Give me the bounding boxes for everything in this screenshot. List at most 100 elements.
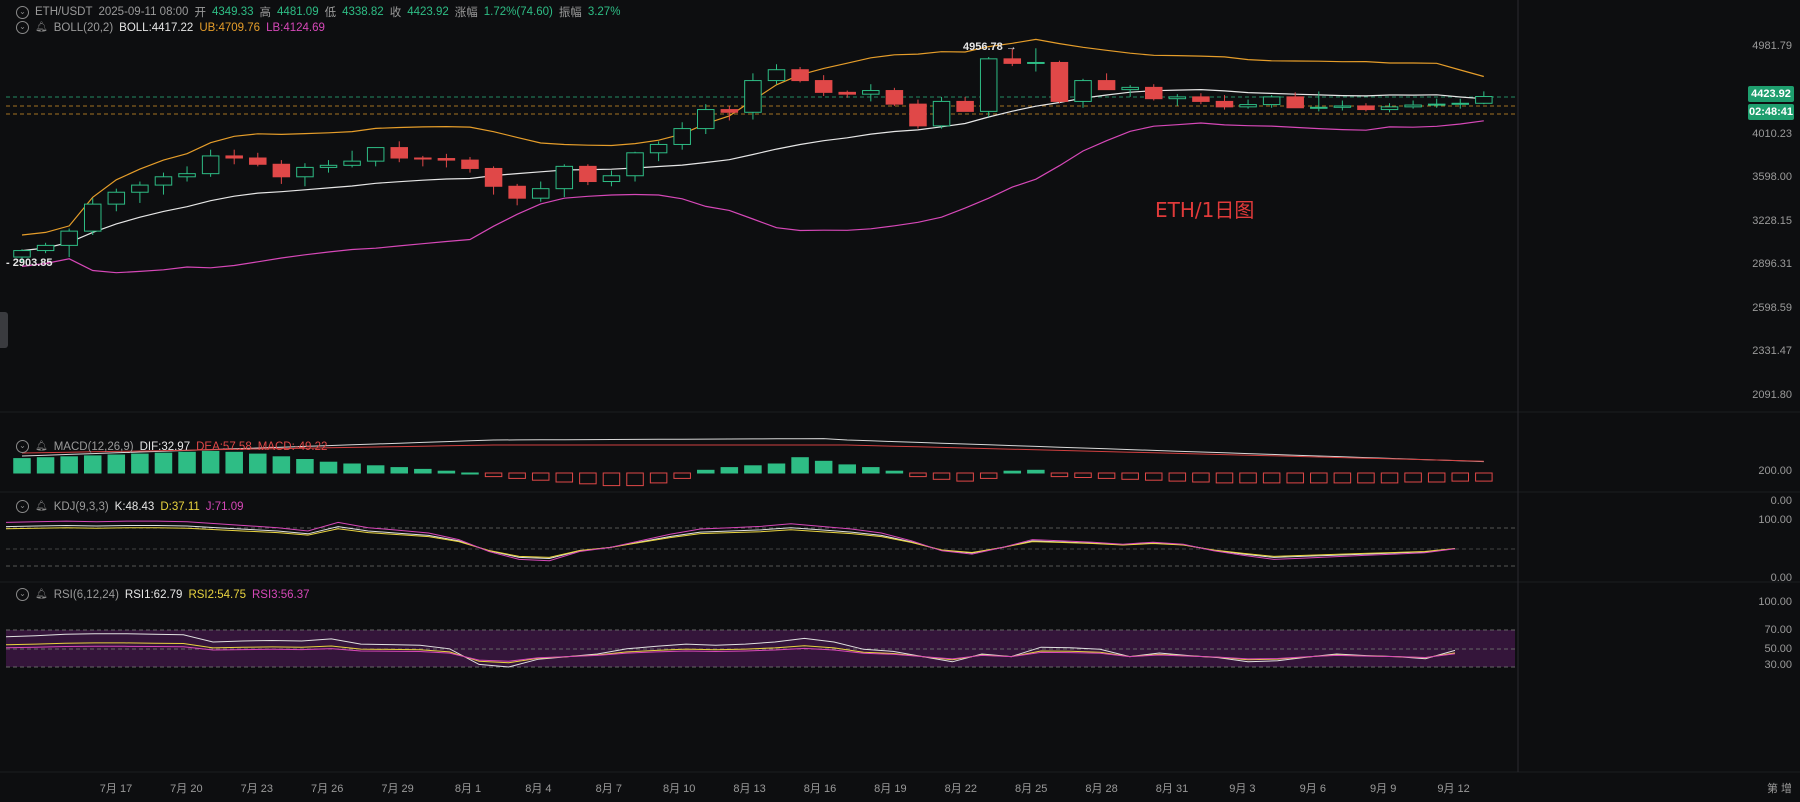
amp-label: 振幅: [558, 7, 582, 19]
date-tick-label: 7月 29: [381, 783, 414, 795]
candle-body: [720, 109, 739, 113]
price-tick-label: 3228.15: [1752, 215, 1792, 227]
close-label: 收: [389, 7, 402, 19]
macd-bar: [814, 460, 833, 474]
bell-icon[interactable]: 🔔︎: [35, 22, 48, 33]
low-value: 4338.82: [342, 6, 384, 18]
macd-bar: [508, 472, 526, 479]
date-tick-label: 7月 23: [240, 783, 274, 795]
date-tick-label: 8月 13: [733, 783, 766, 795]
panel-resize-handle[interactable]: [0, 312, 8, 348]
candle-body: [36, 244, 55, 252]
macd-value: MACD:-49.22: [257, 440, 328, 453]
bell-icon[interactable]: 🔔︎: [35, 441, 48, 452]
date-tick-label: 8月 4: [525, 783, 552, 795]
candle-body: [1168, 96, 1187, 100]
price-tick-label: 4981.79: [1752, 40, 1792, 52]
candle-body: [201, 155, 220, 175]
date-tick-label: 9月 3: [1229, 783, 1256, 795]
boll-ub: UB:4709.76: [199, 21, 261, 34]
rsi-axis-label: 50.00: [1764, 643, 1792, 655]
macd-dea: DEA:57.58: [196, 440, 252, 453]
macd-bar: [838, 464, 856, 474]
macd-bar: [649, 472, 668, 484]
chevron-down-icon[interactable]: ⌄: [16, 440, 29, 453]
candle-body: [814, 80, 833, 93]
candle-body: [555, 165, 574, 190]
date-tick-label: 8月 19: [874, 783, 907, 795]
macd-bar: [1121, 472, 1139, 480]
macd-bar: [414, 468, 432, 474]
macd-bar: [1027, 469, 1045, 474]
macd-bar: [201, 450, 220, 474]
grid-layer: [0, 0, 1800, 773]
chevron-down-icon[interactable]: ⌄: [16, 5, 29, 19]
macd-bar: [1475, 472, 1493, 482]
candle-body: [83, 203, 102, 232]
macd-bar: [791, 457, 809, 474]
macd-bar: [1286, 472, 1304, 484]
rsi-panel: [5, 629, 1515, 668]
candle-body: [437, 158, 456, 161]
macd-bar: [1074, 472, 1092, 478]
date-tick-label: 7月 17: [99, 783, 133, 795]
macd-bar: [343, 463, 361, 474]
kdj-name: KDJ(9,3,3): [53, 500, 109, 513]
date-tick-label: 9月 9: [1370, 783, 1397, 795]
boll-name: BOLL(20,2): [53, 21, 114, 34]
candle-body: [649, 143, 668, 154]
macd-bar: [484, 472, 503, 478]
chevron-down-icon[interactable]: ⌄: [16, 500, 29, 513]
macd-bar: [531, 472, 550, 481]
macd-bar: [13, 458, 31, 474]
macd-dif: DIF:32.97: [139, 440, 191, 453]
change-value: 1.72%(74.60): [483, 6, 553, 18]
macd-dif-line: [21, 438, 1484, 463]
boll-lower-line: [21, 120, 1484, 274]
macd-bar: [1310, 472, 1328, 484]
macd-bar: [602, 472, 621, 487]
bell-icon[interactable]: 🔔︎: [35, 501, 48, 512]
macd-legend: ⌄ 🔔︎ MACD(12,26,9) DIF:32.97 DEA:57.58 M…: [16, 440, 327, 453]
macd-bar: [1262, 472, 1281, 484]
date-tick-label: 8月 25: [1014, 783, 1048, 795]
current-price-badge: 4423.92: [1748, 86, 1794, 102]
candle-body: [956, 100, 974, 112]
macd-bar: [296, 459, 314, 474]
candle-body: [1333, 105, 1352, 108]
chart-annotation: ETH/1日图: [1155, 198, 1255, 222]
kdj-k: K:48.43: [114, 500, 155, 513]
date-tick-label: 8月 22: [944, 783, 978, 795]
macd-bar: [1144, 472, 1163, 481]
macd-bar: [932, 472, 951, 480]
chevron-down-icon[interactable]: ⌄: [16, 21, 29, 34]
candle-body: [508, 185, 526, 199]
macd-bar: [744, 465, 762, 474]
price-tick-label: 2896.31: [1752, 258, 1792, 270]
price-tick-label: 2598.59: [1752, 302, 1792, 314]
candle-body: [1357, 105, 1375, 111]
candle-body: [1310, 106, 1328, 109]
date-tick-label: 8月 1: [454, 783, 482, 795]
bell-icon[interactable]: 🔔︎: [35, 589, 48, 600]
low-marker: - 2903.85: [6, 257, 53, 269]
date-tick-label: 8月 31: [1155, 783, 1189, 795]
kdj-axis-label: 100.00: [1758, 514, 1792, 526]
macd-dea-line: [21, 444, 1484, 462]
high-marker: 4956.78 →: [963, 41, 1017, 53]
candle-body: [1427, 103, 1446, 106]
macd-bar: [390, 467, 409, 474]
macd-bar: [1239, 472, 1257, 484]
date-tick-label: 8月 10: [662, 783, 696, 795]
candle-body: [390, 147, 409, 159]
macd-bar: [1192, 472, 1210, 483]
rsi-1: RSI1:62.79: [124, 588, 183, 601]
price-tick-label: 3598.00: [1752, 171, 1792, 183]
rsi-axis-label: 100.00: [1758, 596, 1792, 608]
boll-legend: ⌄ 🔔︎ BOLL(20,2) BOLL:4417.22 UB:4709.76 …: [16, 21, 325, 34]
chevron-down-icon[interactable]: ⌄: [16, 588, 29, 601]
price-tick-label: 4010.23: [1752, 128, 1792, 140]
rsi-axis-label: 70.00: [1764, 624, 1792, 636]
candle-body: [343, 160, 361, 166]
